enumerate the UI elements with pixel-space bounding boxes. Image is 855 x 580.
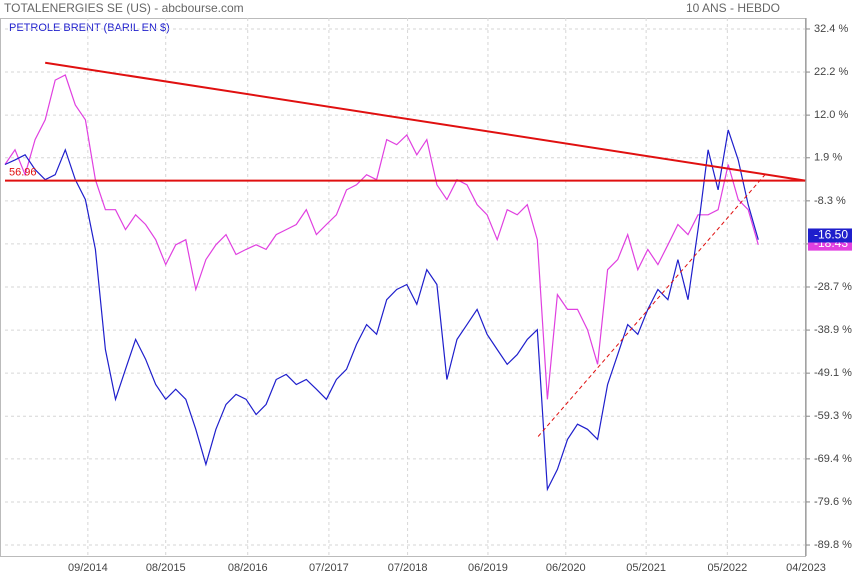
series-line [4,129,759,492]
x-tick-label: 08/2015 [146,562,186,574]
y-tick-label: -8.3 % [814,195,846,207]
chart-title: TOTALENERGIES SE (US) - abcbourse.com [4,1,244,15]
y-tick-label: 32.4 % [814,23,848,35]
series-line [4,74,759,400]
legend-label: PETROLE BRENT (BARIL EN $) [9,22,170,34]
y-tick-label: -28.7 % [814,281,852,293]
x-tick-label: 06/2020 [546,562,586,574]
y-tick-label: -38.9 % [814,324,852,336]
x-tick-label: 07/2017 [309,562,349,574]
y-tick-label: -79.6 % [814,496,852,508]
y-tick-label: -69.4 % [814,453,852,465]
x-tick-label: 09/2014 [68,562,108,574]
last-value-label: -16.50 [814,228,848,242]
chart-subtitle: 10 ANS - HEBDO [686,1,780,15]
y-tick-label: 22.2 % [814,66,848,78]
y-tick-label: 12.0 % [814,109,848,121]
y-tick-label: 1.9 % [814,152,842,164]
x-tick-label: 06/2019 [468,562,508,574]
y-tick-label: -49.1 % [814,367,852,379]
x-tick-label: 05/2022 [707,562,747,574]
x-tick-label: 08/2016 [228,562,268,574]
y-tick-label: -59.3 % [814,410,852,422]
trend-label: 56.96 [9,166,37,178]
trend-line [537,174,766,437]
x-tick-label: 05/2021 [626,562,666,574]
y-tick-label: -89.8 % [814,539,852,551]
trend-line [45,61,806,182]
last-value-box [808,228,852,243]
x-tick-label: 07/2018 [388,562,428,574]
x-tick-label: 04/2023 [786,562,826,574]
